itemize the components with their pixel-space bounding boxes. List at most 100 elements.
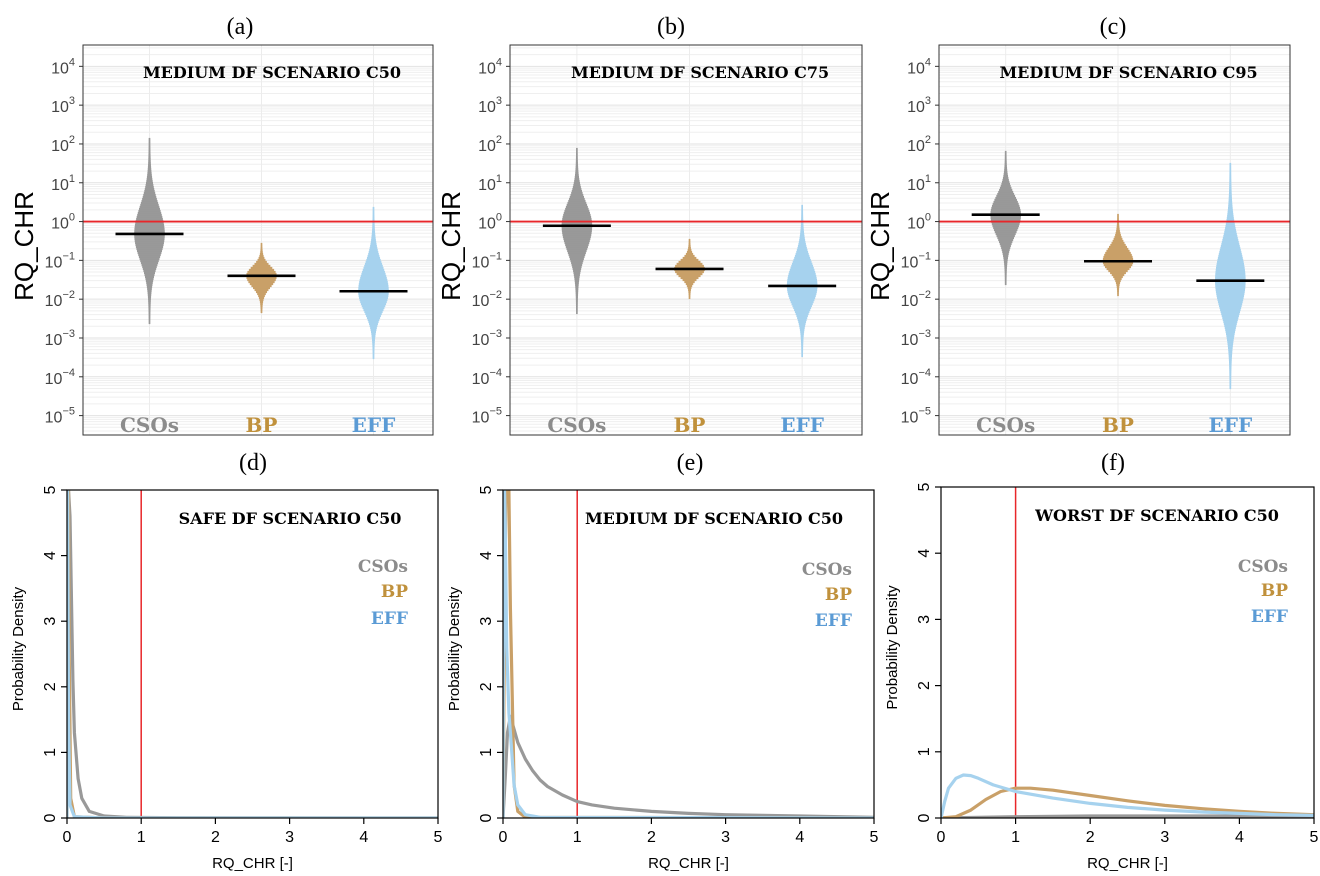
y-tick-label: 10−2 <box>901 289 931 310</box>
x-tick-label: 0 <box>499 829 508 846</box>
y-tick-label: 103 <box>478 95 502 116</box>
y-axis-label: RQ_CHR <box>865 191 895 301</box>
y-tick-label: 104 <box>478 56 502 77</box>
x-tick-label: 2 <box>1086 829 1095 846</box>
y-tick-label: 1 <box>478 748 495 757</box>
legend-entry-eff: EFF <box>371 609 408 629</box>
y-axis-label: RQ_CHR <box>9 191 39 301</box>
series-line-bp <box>503 490 874 818</box>
plot-frame <box>66 489 439 819</box>
y-tick-label: 10−1 <box>472 250 502 271</box>
x-tick-label: 1 <box>1011 829 1020 846</box>
x-tick-label: 0 <box>937 829 946 846</box>
violin-eff: EFF <box>1196 162 1265 437</box>
plot-frame <box>509 44 863 436</box>
violin-bp: BP <box>655 238 724 437</box>
panel-label: (e) <box>677 450 704 476</box>
scenario-title: SAFE DF SCENARIO C50 <box>179 509 402 528</box>
y-tick-label: 102 <box>478 134 502 155</box>
y-tick-label: 10−5 <box>901 406 931 427</box>
y-tick-label: 100 <box>51 212 75 233</box>
y-axis-label: Probability Density <box>10 586 27 711</box>
x-tick-label: 2 <box>211 829 220 846</box>
plot-frame <box>502 489 875 819</box>
violin-bp: BP <box>227 242 296 437</box>
y-tick-label: 3 <box>916 615 933 624</box>
violin-bp: BP <box>1084 213 1153 437</box>
y-tick-label: 2 <box>916 681 933 690</box>
x-tick-label: 5 <box>1310 829 1319 846</box>
violin-eff: EFF <box>339 206 408 437</box>
series-line-bp <box>941 786 1314 818</box>
y-tick-label: 2 <box>42 682 59 691</box>
plot-frame <box>82 44 434 436</box>
group-label-eff: EFF <box>780 413 824 437</box>
y-tick-label: 10−1 <box>45 250 75 271</box>
violin-panel-2: (c)CSOs BP EFF10−510−410−310−210−110010110… <box>865 14 1291 437</box>
violin-csos: CSOs <box>115 137 184 437</box>
x-tick-label: 2 <box>647 829 656 846</box>
legend-entry-csos: CSOs <box>802 560 852 580</box>
x-tick-label: 3 <box>285 829 294 846</box>
y-tick-label: 1 <box>42 748 59 757</box>
series-group <box>67 490 438 818</box>
y-tick-label: 10−1 <box>901 250 931 271</box>
y-axis-label: Probability Density <box>446 586 463 711</box>
legend: CSOs BP EFF <box>1238 557 1288 627</box>
y-tick-label: 104 <box>907 56 931 77</box>
series-group <box>503 490 874 818</box>
y-tick-label: 10−5 <box>45 406 75 427</box>
y-tick-label: 0 <box>478 813 495 822</box>
y-tick-label: 10−3 <box>472 328 502 349</box>
panel-label: (a) <box>227 14 254 40</box>
y-tick-label: 101 <box>478 173 502 194</box>
violin-eff: EFF <box>768 204 837 437</box>
panel-label: (b) <box>657 14 685 40</box>
series-line-csos <box>503 714 874 818</box>
legend: CSOs BP EFF <box>358 557 408 629</box>
x-tick-label: 5 <box>870 829 879 846</box>
series-line-csos <box>941 814 1314 818</box>
y-tick-label: 4 <box>478 551 495 560</box>
group-label-csos: CSOs <box>547 413 606 437</box>
y-tick-label: 10−4 <box>472 367 502 388</box>
y-tick-label: 5 <box>478 485 495 494</box>
plot-frame <box>938 44 1291 436</box>
series-line-bp <box>67 490 438 818</box>
scenario-title: MEDIUM DF SCENARIO C50 <box>585 509 843 528</box>
y-tick-label: 10−5 <box>472 406 502 427</box>
series-line-eff <box>67 490 438 818</box>
x-tick-label: 5 <box>434 829 443 846</box>
x-axis: 0 1 2 3 4 5 <box>63 818 443 846</box>
y-tick-label: 102 <box>51 134 75 155</box>
group-label-bp: BP <box>674 413 706 437</box>
x-tick-label: 0 <box>63 829 72 846</box>
y-axis: 10−5 10−4 10−3 10−2 10−1 100 101 102 103 104 <box>472 56 510 427</box>
group-label-csos: CSOs <box>976 413 1035 437</box>
plot-frame <box>940 486 1315 819</box>
y-axis: 10−5 10−4 10−3 10−2 10−1 100 101 102 103 104 <box>901 56 939 427</box>
violin-panel-1: (b)CSOs BP EFF10−510−410−310−210−110010110… <box>436 14 863 437</box>
x-tick-label: 4 <box>359 829 368 846</box>
y-tick-label: 10−2 <box>45 289 75 310</box>
density-panel-0: (d) 0 1 2 3 4 5 RQ_CHR [-] 0 1 2 3 4 5 Probability Den… <box>10 450 443 872</box>
scenario-title: MEDIUM DF SCENARIO C50 <box>143 63 401 82</box>
y-tick-label: 0 <box>916 813 933 822</box>
y-tick-label: 5 <box>916 482 933 491</box>
y-tick-label: 103 <box>51 95 75 116</box>
y-tick-label: 101 <box>907 173 931 194</box>
scenario-title: WORST DF SCENARIO C50 <box>1034 506 1279 525</box>
x-axis: 0 1 2 3 4 5 <box>499 818 879 846</box>
y-tick-label: 101 <box>51 173 75 194</box>
x-axis-label: RQ_CHR [-] <box>648 855 729 872</box>
y-tick-label: 10−3 <box>901 328 931 349</box>
legend-entry-bp: BP <box>381 582 408 602</box>
x-axis-label: RQ_CHR [-] <box>212 855 293 872</box>
y-tick-label: 3 <box>478 617 495 626</box>
series-line-eff <box>503 490 874 818</box>
violin-csos: CSOs <box>971 150 1040 437</box>
y-tick-label: 103 <box>907 95 931 116</box>
y-tick-label: 10−4 <box>901 367 931 388</box>
y-axis: 0 1 2 3 4 5 <box>478 485 503 822</box>
